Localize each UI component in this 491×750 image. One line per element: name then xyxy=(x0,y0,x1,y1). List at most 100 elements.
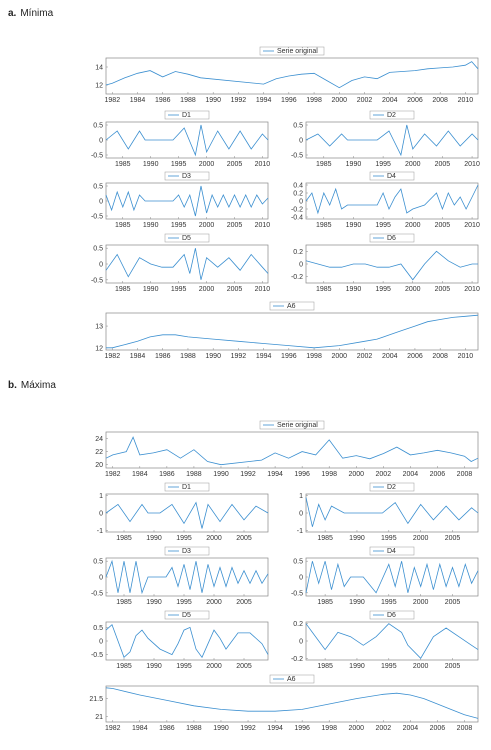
y-tick-label: 24 xyxy=(95,436,103,443)
chart-b-d2: 1985 1990 1995 2000 2005 -1 0 1 D2 xyxy=(297,482,479,542)
legend-box xyxy=(369,171,415,181)
y-tick-label: -0.4 xyxy=(291,215,303,222)
x-tick-label: 1990 xyxy=(349,663,365,670)
series-line xyxy=(305,184,479,215)
x-tick-label: 1984 xyxy=(130,353,146,360)
legend-label: D4 xyxy=(387,548,396,555)
panel-a-label: Mínima xyxy=(20,8,54,19)
y-tick-label: 0 xyxy=(299,511,303,518)
x-tick-label: 1990 xyxy=(146,663,162,670)
series-line xyxy=(105,624,269,659)
y-tick-label: 0 xyxy=(299,138,303,145)
y-tick-label: 21.5 xyxy=(89,696,103,703)
x-tick-label: 1985 xyxy=(115,286,131,293)
legend-label: D2 xyxy=(387,112,396,119)
x-tick-label: 1995 xyxy=(171,161,187,168)
x-tick-label: 1992 xyxy=(231,353,247,360)
legend-label: D1 xyxy=(182,484,191,491)
x-tick-label: 1994 xyxy=(267,471,283,478)
x-tick-label: 2005 xyxy=(227,161,243,168)
y-tick-label: 0.5 xyxy=(293,123,303,130)
y-tick-label: 0.2 xyxy=(293,621,303,628)
series-line xyxy=(106,314,479,349)
panel-a-title: a. Mínima xyxy=(8,8,53,19)
chart-a-d6: 1985 1990 1995 2000 2005 2010 -0.2 0 0.2 D6 xyxy=(291,233,480,293)
legend-box xyxy=(369,610,415,620)
plot-frame xyxy=(105,431,479,469)
legend-box xyxy=(259,420,325,430)
y-tick-label: -0.5 xyxy=(91,277,103,284)
y-tick-label: 12 xyxy=(95,83,103,90)
legend-label: D1 xyxy=(182,112,191,119)
chart-b-a6: 1982 1984 1986 1988 1990 1992 1994 1996 1998 2000… xyxy=(89,674,479,732)
series-line xyxy=(105,248,269,280)
x-tick-label: 1992 xyxy=(240,725,256,732)
x-tick-label: 1995 xyxy=(375,222,391,229)
panel-b-title: b. Máxima xyxy=(8,380,56,391)
x-tick-label: 2008 xyxy=(457,725,473,732)
y-tick-label: 21 xyxy=(95,714,103,721)
chart-a-d5: 1985 1990 1995 2000 2005 2010 -0.5 0 0.5 D5 xyxy=(91,233,270,293)
series-line xyxy=(305,497,479,527)
x-tick-label: 2000 xyxy=(331,97,347,104)
y-tick-label: 0 xyxy=(99,511,103,518)
x-tick-label: 1995 xyxy=(176,663,192,670)
y-tick-label: 0.5 xyxy=(93,625,103,632)
x-tick-label: 2008 xyxy=(432,97,448,104)
y-tick-label: 0 xyxy=(299,199,303,206)
x-tick-label: 2004 xyxy=(382,97,398,104)
x-tick-label: 1995 xyxy=(176,535,192,542)
x-tick-label: 2000 xyxy=(405,222,421,229)
legend-box xyxy=(369,233,415,243)
x-tick-label: 2000 xyxy=(331,353,347,360)
y-tick-label: -0.5 xyxy=(291,590,303,597)
x-tick-label: 2010 xyxy=(255,222,271,229)
x-tick-label: 1985 xyxy=(317,663,333,670)
series-line xyxy=(105,687,479,719)
x-tick-label: 1985 xyxy=(116,599,132,606)
x-tick-label: 2004 xyxy=(403,725,419,732)
x-tick-label: 1988 xyxy=(180,353,196,360)
x-tick-label: 1995 xyxy=(381,599,397,606)
legend-label: D5 xyxy=(182,612,191,619)
legend-label: D3 xyxy=(182,548,191,555)
y-tick-label: 12 xyxy=(95,345,103,352)
x-tick-label: 1985 xyxy=(317,535,333,542)
x-tick-label: 1982 xyxy=(105,725,121,732)
plot-frame xyxy=(305,244,479,284)
legend-box xyxy=(164,610,210,620)
y-tick-label: 1 xyxy=(99,493,103,500)
series-line xyxy=(105,501,269,529)
x-tick-label: 2005 xyxy=(227,286,243,293)
y-tick-label: 0.4 xyxy=(293,183,303,190)
x-tick-label: 2000 xyxy=(206,599,222,606)
chart-b-serie-original: 1982 1984 1986 1988 1990 1992 1994 1996 1998 2000… xyxy=(95,420,479,478)
x-tick-label: 2000 xyxy=(206,663,222,670)
series-line xyxy=(105,185,269,217)
x-tick-label: 1990 xyxy=(346,161,362,168)
y-tick-label: 0.5 xyxy=(93,559,103,566)
x-tick-label: 2010 xyxy=(464,161,480,168)
x-tick-label: 2010 xyxy=(458,353,474,360)
x-tick-label: 1982 xyxy=(105,471,121,478)
x-tick-label: 2008 xyxy=(457,471,473,478)
plot-frame xyxy=(305,557,479,597)
legend-box xyxy=(164,171,210,181)
y-tick-label: -1 xyxy=(297,528,303,535)
legend-label: A6 xyxy=(287,303,296,310)
y-tick-label: 1 xyxy=(299,493,303,500)
x-tick-label: 2005 xyxy=(435,286,451,293)
x-tick-label: 1998 xyxy=(321,725,337,732)
x-tick-label: 1985 xyxy=(115,161,131,168)
legend-box xyxy=(164,233,210,243)
x-tick-label: 1986 xyxy=(155,353,171,360)
x-tick-label: 1985 xyxy=(115,222,131,229)
legend-box xyxy=(164,482,210,492)
legend-box xyxy=(164,546,210,556)
x-tick-label: 1992 xyxy=(231,97,247,104)
x-tick-label: 1996 xyxy=(294,471,310,478)
x-tick-label: 1985 xyxy=(316,222,332,229)
x-tick-label: 1985 xyxy=(317,599,333,606)
y-tick-label: -0.5 xyxy=(291,153,303,160)
x-tick-label: 1994 xyxy=(256,353,272,360)
